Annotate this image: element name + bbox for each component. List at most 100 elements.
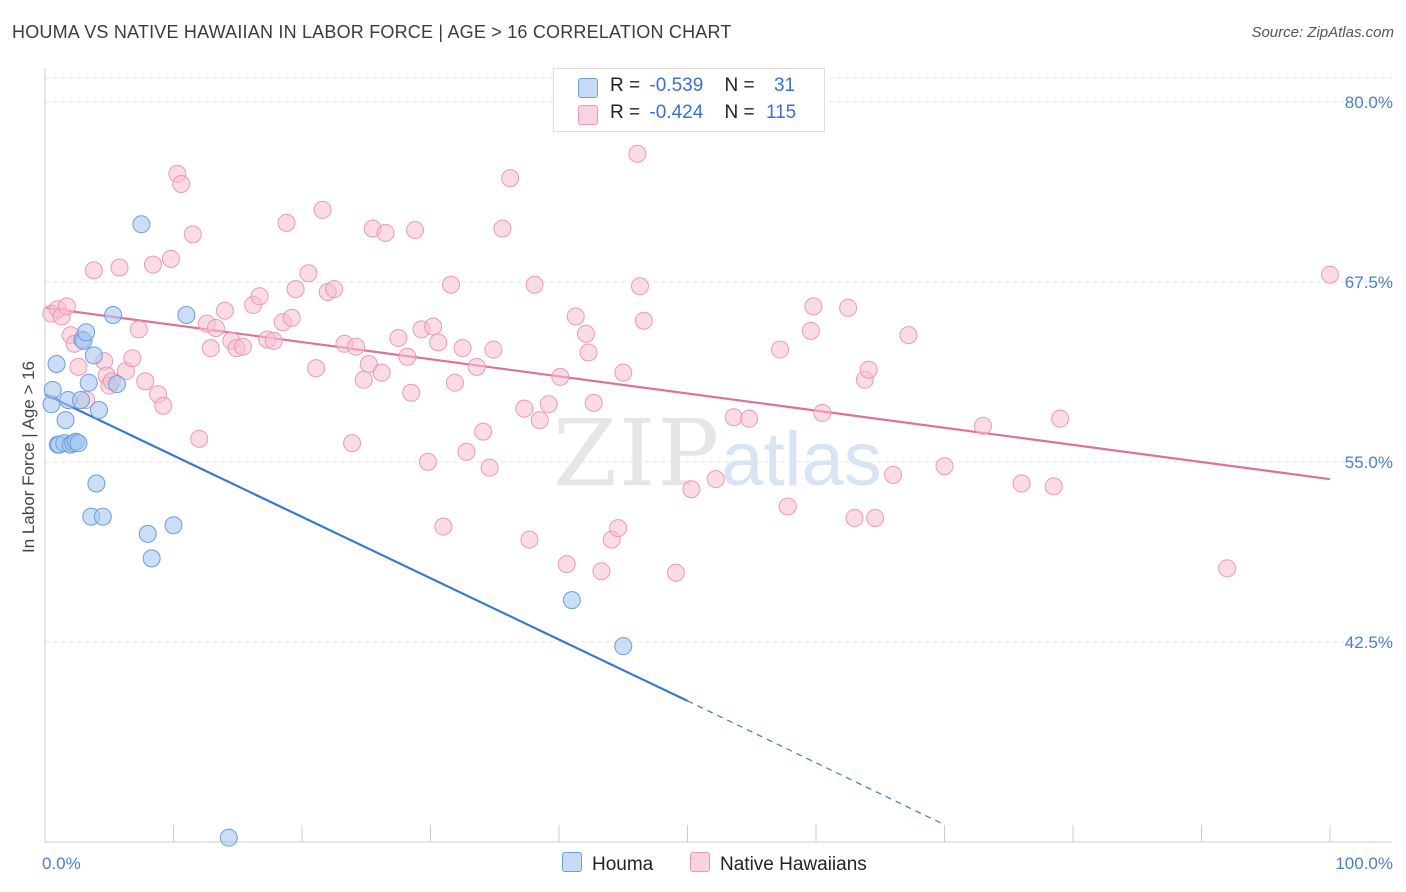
- hawaiian-point: [557, 555, 576, 574]
- hawaiian-point: [325, 280, 344, 299]
- hawaiian-point: [682, 480, 701, 499]
- hawaiian-point: [343, 434, 362, 453]
- houma-point: [56, 411, 75, 430]
- hawaiian-point: [520, 530, 539, 549]
- houma-r-label: R =: [610, 75, 641, 96]
- hawaiian-point: [609, 519, 628, 538]
- hawaiian-point: [233, 337, 252, 356]
- houma-point: [177, 306, 196, 325]
- hawaiian-point: [457, 442, 476, 461]
- houma-point: [104, 306, 123, 325]
- hawaiian-swatch: [578, 105, 598, 125]
- hawaiian-r-value: -0.424: [649, 102, 704, 123]
- hawaiian-point: [354, 370, 373, 389]
- hawaiian-point: [592, 562, 611, 581]
- watermark-atlas: atlas: [721, 417, 882, 502]
- hawaiian-point: [442, 275, 461, 294]
- x-tick-label-start: 0.0%: [42, 854, 81, 873]
- hawaiian-point: [1218, 559, 1237, 578]
- hawaiian-point: [286, 280, 305, 299]
- hawaiian-point: [666, 563, 685, 582]
- hawaiian-legend-label: Native Hawaiians: [720, 854, 867, 875]
- hawaiian-point: [551, 367, 570, 386]
- hawaiian-point: [154, 396, 173, 415]
- hawaiian-point: [974, 416, 993, 435]
- axes: [44, 68, 1392, 843]
- hawaiian-point: [123, 349, 142, 368]
- hawaiian-point: [143, 255, 162, 274]
- houma-point: [164, 516, 183, 535]
- hawaiian-point: [313, 200, 332, 219]
- hawaiian-n-value: 115: [765, 102, 797, 123]
- houma-legend-swatch: [562, 852, 582, 872]
- houma-point: [43, 380, 62, 399]
- trend-lines: [44, 306, 1331, 826]
- hawaiian-point: [813, 403, 832, 422]
- hawaiian-point: [453, 339, 472, 358]
- legend-item-houma: Houma: [562, 852, 653, 876]
- hawaiian-point: [804, 297, 823, 316]
- hawaiian-point: [161, 249, 180, 268]
- hawaiian-point: [250, 287, 269, 306]
- hawaiian-point: [190, 429, 209, 448]
- hawaiian-point: [172, 174, 191, 193]
- houma-point: [562, 591, 581, 610]
- chart-title: HOUMA VS NATIVE HAWAIIAN IN LABOR FORCE …: [12, 22, 732, 42]
- hawaiian-point: [706, 470, 725, 489]
- hawaiian-point: [866, 509, 885, 528]
- hawaiian-point: [724, 408, 743, 427]
- hawaiian-point: [899, 326, 918, 345]
- hawaiian-point: [859, 360, 878, 379]
- houma-n-label: N =: [724, 75, 755, 96]
- hawaiian-point: [634, 311, 653, 330]
- houma-legend-label: Houma: [592, 854, 654, 875]
- hawaiian-point: [1051, 409, 1070, 428]
- hawaiian-point: [584, 393, 603, 412]
- houma-points: [42, 215, 633, 847]
- hawaiian-point: [398, 347, 417, 366]
- hawaiian-point: [530, 411, 549, 430]
- hawaiian-point: [307, 359, 326, 378]
- houma-r-value: -0.539: [649, 75, 704, 96]
- hawaiian-point: [434, 517, 453, 536]
- hawaiian-point: [418, 452, 437, 471]
- hawaiian-point: [576, 324, 595, 343]
- hawaiian-point: [110, 258, 129, 277]
- hawaiian-point: [57, 297, 76, 316]
- hawaiian-points: [42, 144, 1339, 582]
- hawaiian-r-label: R =: [610, 102, 641, 123]
- houma-point: [107, 375, 126, 394]
- hawaiian-point: [445, 373, 464, 392]
- hawaiian-point: [501, 169, 520, 188]
- houma-trend-line: [44, 393, 688, 702]
- hawaiian-point: [84, 261, 103, 280]
- hawaiian-point: [935, 457, 954, 476]
- houma-swatch: [578, 78, 598, 98]
- y-tick-label: 67.5%: [1345, 273, 1393, 292]
- tick-labels: 80.0% 67.5% 55.0% 42.5% 0.0% 100.0%: [42, 93, 1393, 873]
- hawaiian-point: [299, 264, 318, 283]
- houma-point: [614, 637, 633, 656]
- hawaiian-point: [515, 399, 534, 418]
- hawaiian-point: [801, 321, 820, 340]
- houma-point: [219, 828, 238, 847]
- hawaiian-point: [525, 275, 544, 294]
- hawaiian-point: [389, 329, 408, 348]
- hawaiian-point: [372, 363, 391, 382]
- correlation-legend: R = -0.539 N = 31 R = -0.424 N = 115: [553, 68, 825, 132]
- hawaiian-point: [1044, 477, 1063, 496]
- houma-point: [71, 390, 90, 409]
- hawaiian-point: [424, 317, 443, 336]
- houma-point: [47, 354, 66, 373]
- hawaiian-point: [539, 395, 558, 414]
- hawaiian-point: [630, 277, 649, 296]
- hawaiian-point: [778, 497, 797, 516]
- houma-point: [87, 474, 106, 493]
- houma-point: [142, 549, 161, 568]
- y-tick-label: 80.0%: [1345, 93, 1393, 112]
- hawaiian-point: [839, 298, 858, 317]
- houma-point: [69, 434, 88, 453]
- hawaiian-point: [480, 458, 499, 477]
- hawaiian-point: [484, 340, 503, 359]
